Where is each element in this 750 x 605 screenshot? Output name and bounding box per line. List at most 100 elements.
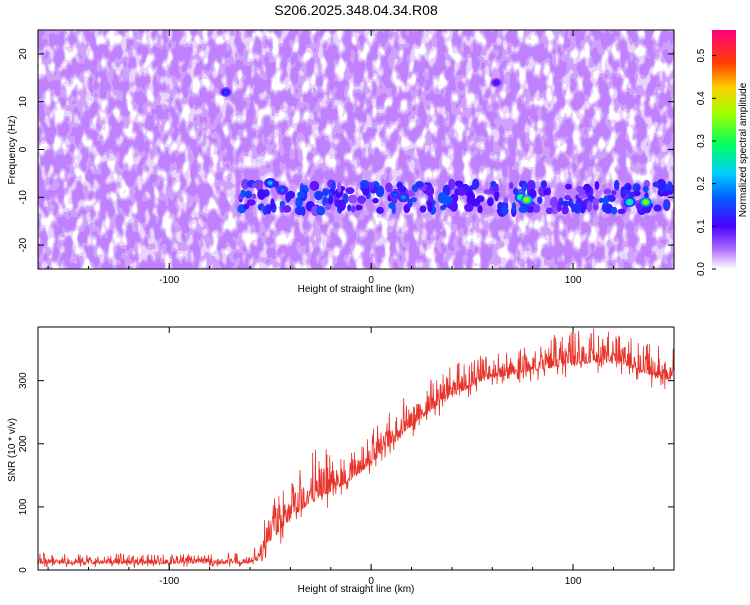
heatmap-signal-blob: [494, 190, 499, 202]
heatmap-signal-blob: [493, 186, 499, 193]
colorbar-tick-label: 0.1: [696, 219, 707, 233]
heatmap-signal-blob: [472, 178, 480, 190]
heatmap-signal-blob: [626, 184, 632, 191]
heatmap-signal-blob: [501, 204, 507, 215]
heatmap-hotspot: [494, 80, 499, 85]
colorbar-label: Normalized spectral amplitude: [738, 82, 749, 217]
heatmap-signal-blob: [594, 181, 600, 190]
heatmap-signal-blob: [415, 181, 424, 189]
heatmap-y-ticks: -20 -10 0 10 20: [18, 48, 674, 252]
heatmap-hotspot: [627, 200, 632, 204]
heatmap-signal-blob: [578, 188, 586, 196]
heatmap-noise-field: [38, 30, 674, 269]
heatmap-signal-blob: [270, 198, 275, 210]
snr-x-ticks: -100 0 100: [47, 327, 655, 587]
heatmap-y-tick-label: 20: [18, 48, 29, 60]
heatmap-signal-blob: [444, 196, 454, 205]
heatmap-xlabel: Height of straight line (km): [298, 284, 415, 295]
heatmap-signal-blob: [610, 206, 618, 215]
heatmap-signal-blob: [464, 203, 474, 212]
heatmap-x-tick-label: 100: [565, 275, 582, 286]
snr-x-tick-label: -100: [159, 576, 179, 587]
heatmap-signal-blob: [251, 193, 256, 200]
snr-background: [38, 327, 674, 570]
colorbar-tick-label: 0.0: [696, 262, 707, 276]
heatmap-signal-blob: [537, 196, 543, 205]
heatmap-signal-blob: [396, 183, 403, 189]
heatmap-signal-blob: [642, 185, 649, 193]
snr-xlabel: Height of straight line (km): [298, 584, 415, 595]
heatmap-signal-blob: [653, 204, 662, 212]
heatmap-signal-blob: [294, 206, 305, 216]
heatmap-signal-blob: [297, 191, 306, 199]
heatmap-x-ticks: -100 0 100: [47, 30, 655, 286]
heatmap-signal-blob: [571, 203, 576, 213]
colorbar-tick-label: 0.2: [696, 176, 707, 190]
heatmap-signal-blob: [532, 204, 541, 213]
heatmap-signal-blob: [561, 200, 570, 207]
heatmap-signal-blob: [503, 197, 509, 204]
snr-panel: -100 0 100 0 100 200 300 Height of straight l…: [7, 326, 675, 595]
heatmap-signal-blob: [513, 187, 519, 196]
snr-x-tick-label: 0: [368, 576, 374, 587]
heatmap-signal-blob: [331, 180, 336, 192]
heatmap-hotspot: [524, 197, 529, 202]
chart-title: S206.2025.348.04.34.R08: [274, 2, 438, 18]
snr-frame: [37, 326, 675, 571]
snr-y-tick-label: 0: [18, 567, 29, 573]
heatmap-signal-blob: [360, 181, 369, 190]
snr-y-tick-label: 200: [18, 435, 29, 452]
heatmap-signal-blob: [602, 195, 610, 205]
heatmap-hotspot: [643, 200, 648, 204]
heatmap-signal-blob: [376, 206, 384, 214]
heatmap-signal-blob: [549, 196, 558, 208]
heatmap-signal-blob: [448, 178, 456, 190]
heatmap-signal-blob: [652, 181, 660, 188]
heatmap-signal-blob: [561, 205, 569, 215]
heatmap-signal-blob: [241, 178, 250, 190]
heatmap-marks: [219, 77, 674, 218]
heatmap-signal-blob: [521, 184, 527, 193]
heatmap-signal-blob: [324, 203, 332, 211]
colorbar-gradient: [712, 30, 736, 269]
colorbar-tick-label: 0.4: [696, 91, 707, 105]
heatmap-signal-blob: [316, 205, 326, 216]
heatmap-signal-blob: [663, 199, 669, 210]
heatmap-signal-blob: [407, 198, 413, 208]
heatmap-signal-blob: [322, 188, 331, 195]
heatmap-signal-blob: [337, 181, 342, 193]
heatmap-signal-blob: [545, 207, 553, 215]
heatmap-signal-blob: [347, 204, 352, 212]
heatmap-signal-blob: [385, 182, 393, 193]
heatmap-signal-blob: [628, 191, 636, 198]
heatmap-ylabel: Frequency (Hz): [7, 116, 18, 185]
heatmap-signal-blob: [643, 179, 651, 188]
snr-y-ticks: 0 100 200 300: [18, 372, 674, 573]
heatmap-signal-blob: [611, 190, 617, 196]
heatmap-y-tick-label: -10: [18, 190, 29, 205]
heatmap-signal-blob: [355, 204, 363, 211]
heatmap-signal-blob: [357, 195, 367, 204]
heatmap-signal-blob: [573, 202, 582, 214]
heatmap-signal-blob: [328, 196, 334, 205]
heatmap-signal-blob: [240, 189, 246, 198]
heatmap-signal-blob: [406, 190, 416, 197]
heatmap-signal-blob: [613, 179, 620, 191]
heatmap-x-tick-label: -100: [159, 275, 179, 286]
heatmap-x-tick-label: 0: [368, 275, 374, 286]
heatmap-signal-blob: [477, 205, 483, 214]
heatmap-signal-blob: [487, 197, 494, 207]
heatmap-signal-blob: [314, 190, 324, 201]
heatmap-signal-blob: [347, 194, 358, 204]
heatmap-signal-blob: [658, 178, 663, 190]
heatmap-signal-blob: [243, 203, 250, 210]
heatmap-signal-blob: [540, 180, 548, 189]
heatmap-signal-blob: [443, 203, 448, 209]
heatmap-signal-blob: [350, 205, 356, 213]
heatmap-signal-blob: [636, 185, 641, 192]
heatmap-signal-blob: [607, 195, 616, 202]
heatmap-signal-blob: [592, 202, 599, 211]
heatmap-signal-blob: [419, 205, 427, 213]
